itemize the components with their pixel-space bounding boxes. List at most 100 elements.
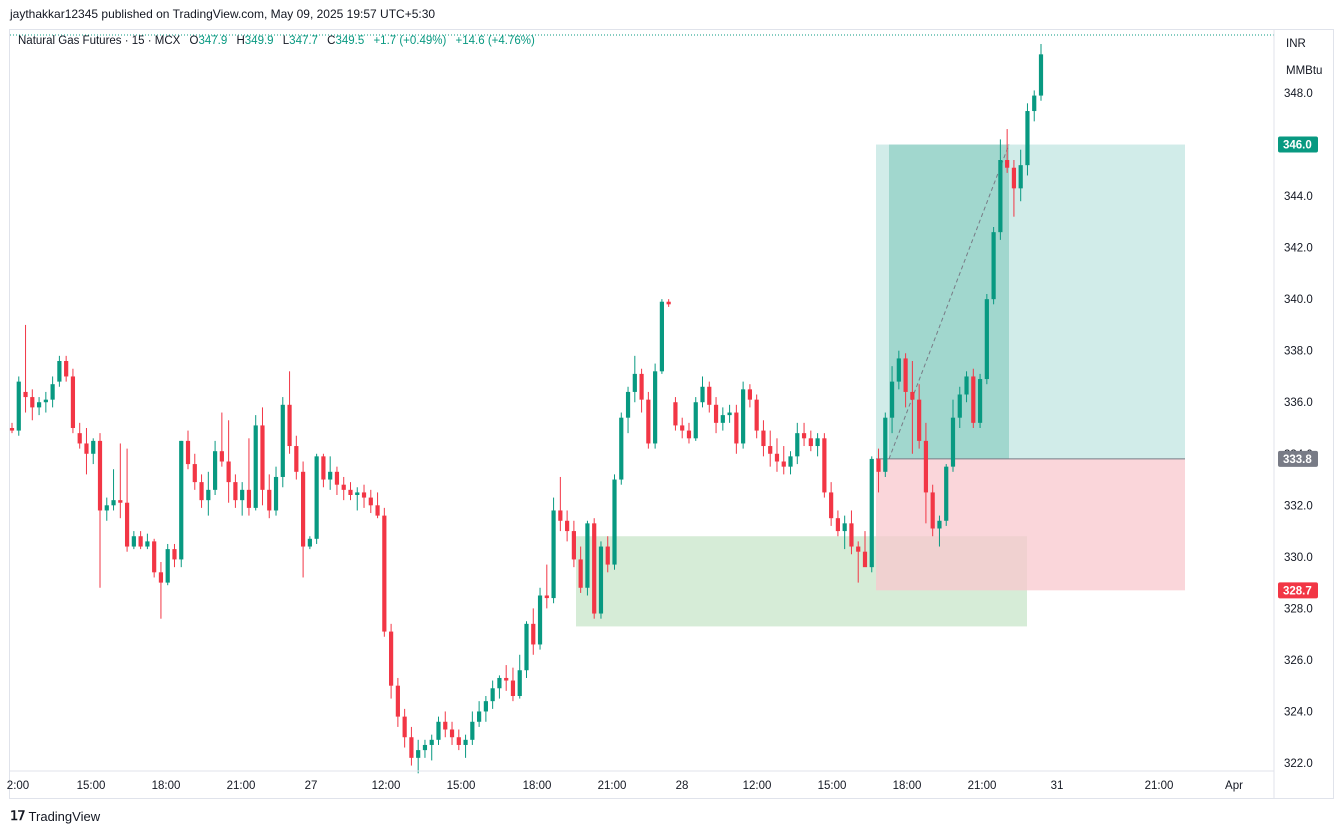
time-axis[interactable]: 2:00 15:00 18:00 21:00 27 12:00 15:00 18:00 21:0… [7, 770, 1274, 792]
price-tick-label: 336.0 [1284, 397, 1313, 409]
candle [267, 474, 272, 519]
candle-body [788, 456, 793, 467]
candle-body [531, 623, 536, 645]
currency-label: INR [1286, 38, 1306, 50]
candle-body [923, 440, 929, 493]
price-tick-label: 340.0 [1284, 294, 1313, 306]
candle-body [172, 549, 177, 560]
candle [429, 734, 434, 761]
candle-body [950, 417, 956, 467]
candle [680, 417, 685, 439]
candle-body [84, 443, 89, 454]
candle [124, 448, 130, 552]
candle [964, 371, 969, 403]
price-tag[interactable]: 328.7 [1278, 582, 1318, 599]
candle [537, 587, 543, 650]
candle [713, 397, 719, 434]
candle [348, 482, 353, 501]
candle [16, 376, 21, 436]
candle-body [389, 631, 394, 686]
candle [389, 623, 394, 699]
candle-body [707, 386, 712, 405]
price-tick-label: 330.0 [1284, 552, 1313, 564]
candle [774, 438, 780, 472]
candle-body [585, 523, 590, 588]
candle [524, 621, 529, 678]
candle [605, 536, 610, 573]
candle-body [382, 515, 387, 632]
candle-body [355, 492, 360, 495]
candle [490, 680, 495, 709]
candle-body [361, 492, 367, 498]
candle [341, 476, 346, 501]
candle-body [761, 430, 766, 447]
price-tag[interactable]: 346.0 [1278, 136, 1318, 153]
candle-body [104, 505, 109, 511]
candle [321, 453, 326, 488]
candle [422, 739, 428, 758]
candle [1038, 44, 1044, 101]
candle-body [625, 391, 631, 418]
candle [118, 443, 123, 519]
time-tick-label: 2:00 [7, 780, 29, 792]
candle-body [632, 373, 637, 392]
candle-body [321, 456, 326, 480]
candle-body [889, 381, 895, 418]
candle-body [544, 595, 549, 599]
candle [206, 471, 211, 516]
candle-body [984, 299, 989, 380]
candle-body [287, 404, 292, 447]
candle-body [693, 402, 698, 439]
candle-body [185, 440, 191, 465]
candle-body [301, 471, 306, 547]
candle [734, 404, 739, 454]
candle [463, 734, 468, 758]
time-tick-label: 18:00 [152, 780, 181, 792]
candle-body [727, 412, 732, 416]
candle-body [152, 541, 157, 573]
candle-body [124, 502, 130, 547]
candle-body [307, 538, 312, 547]
position-stop-zone[interactable] [876, 458, 1185, 591]
candle [849, 510, 854, 555]
price-tag-label: 333.8 [1283, 454, 1312, 466]
open-label: O [189, 35, 199, 47]
time-tick-label: 12:00 [372, 780, 401, 792]
candle [334, 466, 340, 495]
high-value: 349.9 [244, 35, 274, 47]
candle-body [212, 451, 218, 490]
candle [910, 361, 915, 454]
candle [815, 433, 820, 457]
candle [856, 541, 861, 583]
candle [192, 453, 197, 490]
candle [1025, 103, 1030, 176]
candle-body [97, 440, 103, 511]
price-tick-label: 344.0 [1284, 191, 1313, 203]
candle [565, 510, 570, 542]
candle [788, 451, 793, 475]
candle [30, 389, 35, 421]
candle-body [422, 744, 428, 751]
candle-body [571, 531, 576, 560]
position-target-zone[interactable] [876, 144, 1185, 459]
candle-body [646, 399, 651, 444]
candle-body [524, 623, 529, 671]
candle-body [741, 389, 746, 444]
candle-body [206, 489, 211, 501]
footer-brand[interactable]: 𝟣𝟩 TradingView [10, 808, 100, 824]
price-tick-label: 326.0 [1284, 655, 1313, 667]
price-tag[interactable]: 333.8 [1278, 450, 1318, 467]
symbol-name[interactable]: Natural Gas Futures · 15 · MCX [18, 35, 181, 47]
candle [165, 543, 170, 586]
candle [361, 484, 367, 508]
candle [950, 399, 956, 472]
tradingview-logo-icon: 𝟣𝟩 [10, 808, 26, 823]
candle-body [808, 438, 813, 447]
candle [673, 397, 678, 431]
time-tick-label: 21:00 [227, 780, 256, 792]
candle [876, 448, 881, 493]
candle [84, 428, 89, 475]
zone-layer [576, 144, 1185, 627]
candle-body [801, 433, 807, 439]
